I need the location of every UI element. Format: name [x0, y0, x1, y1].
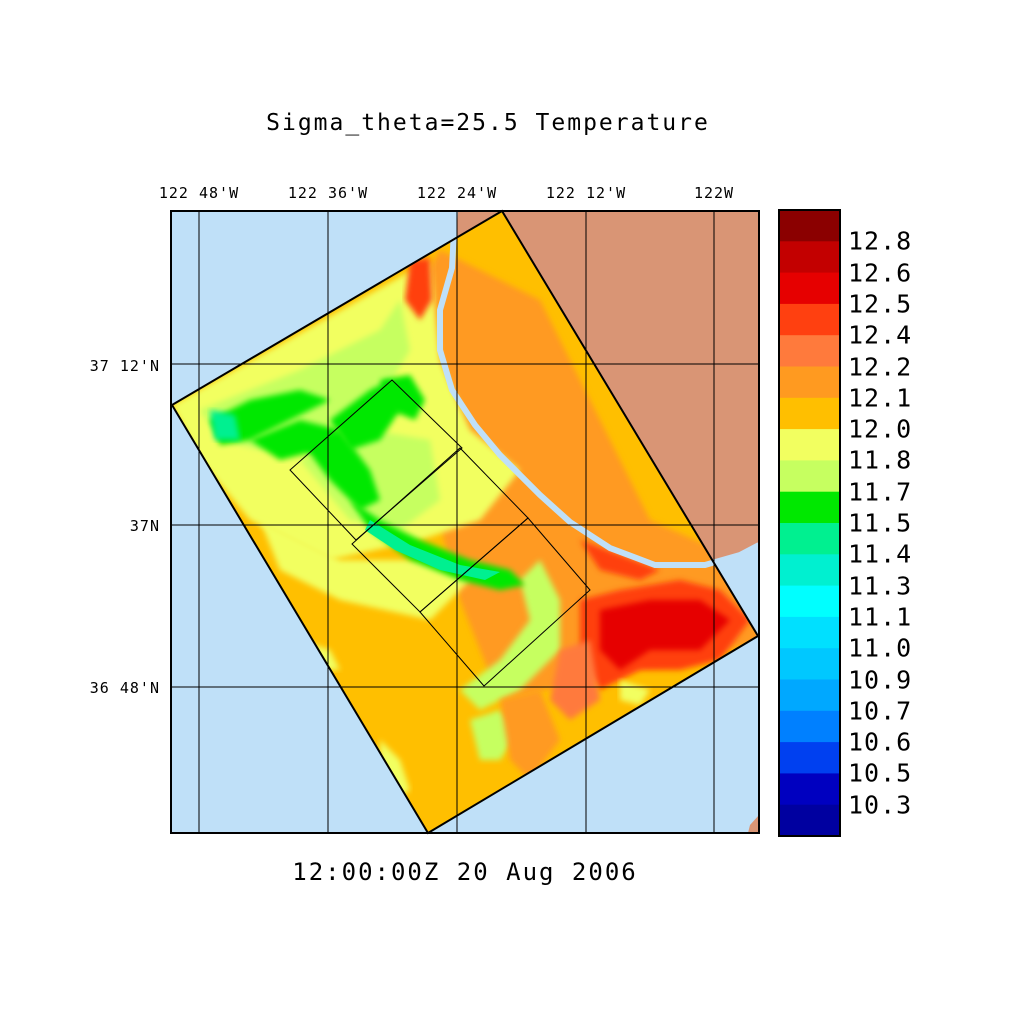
colorbar-label: 10.3 [848, 790, 913, 820]
colorbar-label: 12.6 [848, 258, 913, 288]
colorbar-label: 11.0 [848, 633, 913, 663]
colorbar-label: 10.9 [848, 665, 913, 694]
colorbar-label: 12.4 [848, 320, 913, 350]
colorbar-label: 11.7 [848, 477, 913, 507]
lat-label-1: 37 12'N [89, 357, 160, 375]
nested-boxes [289, 379, 591, 687]
colorbar [779, 210, 840, 837]
colorbar-swatch [779, 554, 840, 587]
colorbar-label: 11.8 [848, 445, 913, 475]
graticule [171, 211, 759, 833]
colorbar-swatch [779, 397, 840, 430]
colorbar-label: 10.6 [848, 727, 913, 757]
lat-label-3: 36 48'N [89, 679, 160, 697]
colorbar-label: 12.2 [848, 352, 913, 381]
plot-frame [170, 210, 760, 834]
colorbar-swatch [779, 648, 840, 680]
colorbar-swatch [779, 303, 840, 336]
map-title: Sigma_theta=25.5 Temperature [266, 110, 710, 136]
colorbar-label: 11.4 [848, 539, 913, 569]
lon-label-4: 122 12'W [545, 184, 627, 202]
colorbar-swatch [779, 366, 840, 399]
colorbar-swatch [779, 335, 840, 367]
colorbar-label: 12.0 [848, 414, 913, 444]
colorbar-label: 11.3 [848, 571, 913, 601]
land-corner [748, 815, 759, 833]
colorbar-label: 12.1 [848, 383, 913, 413]
colorbar-label: 12.8 [848, 226, 913, 256]
colorbar-swatch [779, 210, 840, 242]
colorbar-swatch [779, 710, 840, 743]
colorbar-label: 12.5 [848, 289, 913, 319]
timestamp: 12:00:00Z 20 Aug 2006 [292, 858, 638, 886]
colorbar-swatch [779, 429, 840, 461]
colorbar-swatch [779, 679, 840, 712]
lon-label-3: 122 24'W [416, 184, 498, 202]
lon-label-1: 122 48'W [158, 184, 240, 202]
colorbar-swatch [779, 585, 840, 618]
colorbar-swatch [779, 773, 840, 806]
colorbar-swatch [779, 241, 840, 274]
colorbar-label: 10.5 [848, 758, 913, 788]
colorbar-swatch [779, 742, 840, 774]
colorbar-swatch [779, 491, 840, 524]
colorbar-label: 11.1 [848, 602, 913, 632]
coastline [437, 211, 759, 568]
colorbar-swatch [779, 616, 840, 649]
lon-label-2: 122 36'W [287, 184, 369, 202]
colorbar-swatch [779, 804, 840, 837]
colorbar-swatch [779, 523, 840, 555]
colorbar-label: 11.5 [848, 508, 913, 538]
colorbar-swatch [779, 272, 840, 305]
lon-label-5: 122W [693, 184, 735, 202]
lat-label-2: 37N [129, 517, 160, 535]
colorbar-swatch [779, 460, 840, 493]
colorbar-label: 10.7 [848, 696, 913, 726]
colorbar-frame [778, 209, 841, 837]
